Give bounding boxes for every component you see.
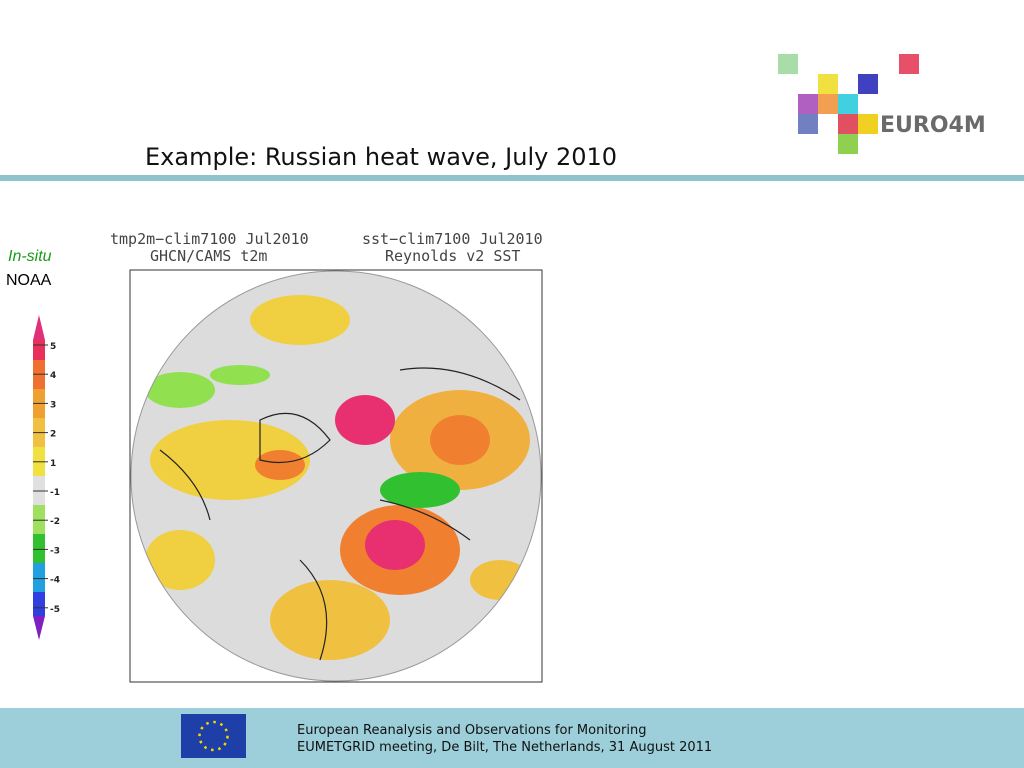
map-header: Reynolds v2 SST [385, 247, 520, 265]
colorbar-label: 1 [50, 459, 56, 469]
logo-text: EURO4M [880, 113, 986, 138]
slide-title: Example: Russian heat wave, July 2010 [145, 143, 617, 171]
colorbar-label: -3 [50, 546, 60, 556]
colorbar-label: 4 [50, 371, 56, 381]
colorbar-label: -4 [50, 576, 60, 586]
map [129, 269, 543, 683]
colorbar-label: 5 [50, 342, 56, 352]
footer-band [0, 708, 1024, 768]
logo: EURO4M [778, 54, 986, 154]
eu-flag [181, 714, 246, 758]
map-header: sst−clim7100 Jul2010 [362, 230, 543, 248]
side-label: In-situ [8, 248, 52, 265]
footer-text: European Reanalysis and Observations for… [297, 723, 646, 738]
colorbar-label: 2 [50, 430, 56, 440]
side-label: NOAA [6, 272, 52, 289]
divider [0, 175, 1024, 181]
colorbar-label: 3 [50, 400, 56, 410]
colorbar-label: -1 [50, 488, 60, 498]
map-header: GHCN/CAMS t2m [150, 247, 267, 265]
colorbar-label: -2 [50, 517, 60, 527]
colorbar [33, 315, 45, 640]
colorbar-label: -5 [50, 605, 60, 615]
footer-text: EUMETGRID meeting, De Bilt, The Netherla… [297, 740, 712, 755]
map-header: tmp2m−clim7100 Jul2010 [110, 230, 309, 248]
